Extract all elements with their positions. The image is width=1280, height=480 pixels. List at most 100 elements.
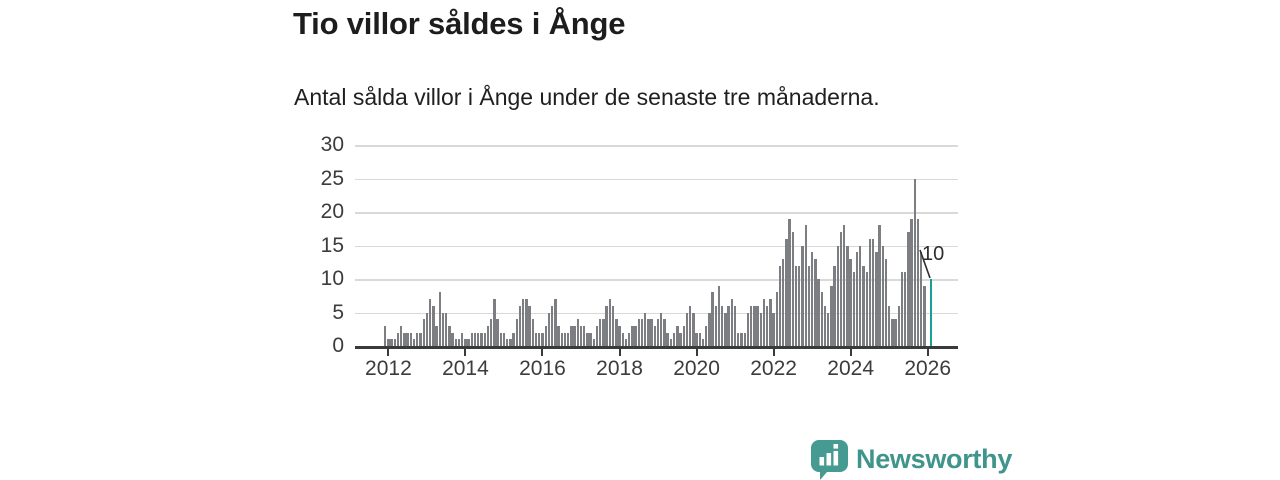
bar (509, 339, 512, 346)
x-axis-tick (849, 348, 852, 356)
bar (714, 305, 718, 346)
bar (788, 218, 791, 346)
bar (464, 339, 467, 346)
bar (785, 238, 788, 346)
bar (608, 299, 612, 346)
gridline (355, 279, 958, 281)
bar (493, 299, 496, 346)
bar (615, 319, 618, 346)
bar (679, 332, 682, 346)
bar (538, 332, 541, 346)
highlighted-bar (929, 279, 933, 346)
bar (531, 319, 535, 346)
bar (724, 312, 727, 346)
bar (814, 258, 817, 346)
gridline (355, 178, 958, 180)
bar (393, 339, 397, 346)
bar (852, 272, 856, 346)
bar (669, 339, 673, 346)
x-tick-label: 2022 (750, 357, 797, 380)
bar (836, 245, 839, 346)
bar (721, 305, 724, 346)
gridline (355, 212, 958, 214)
gridline (355, 245, 958, 247)
bar (904, 272, 907, 346)
bar (862, 265, 865, 346)
bar (631, 325, 634, 346)
bar (534, 332, 538, 346)
bar (916, 218, 920, 346)
bar (650, 319, 653, 346)
bar (823, 305, 827, 346)
bar (875, 252, 878, 346)
bar (496, 319, 499, 346)
bar (762, 299, 766, 346)
bar (499, 332, 502, 346)
bar (778, 265, 782, 346)
bar (387, 339, 390, 346)
bar (473, 332, 477, 346)
bar (913, 178, 917, 346)
bar (817, 279, 820, 346)
bar (419, 332, 422, 346)
bar (730, 299, 734, 346)
bar (486, 325, 490, 346)
bar (756, 305, 759, 346)
bar (592, 339, 596, 346)
bar (637, 319, 640, 346)
bar (759, 312, 762, 346)
bar (859, 245, 862, 346)
bar (461, 332, 464, 346)
bar (525, 299, 528, 346)
bar (695, 332, 698, 346)
bar (432, 305, 435, 346)
bar (705, 325, 708, 346)
bar (676, 325, 679, 346)
chart-subtitle: Antal sålda villor i Ånge under de senas… (294, 84, 880, 110)
bar (528, 305, 531, 346)
latest-value-label: 10 (922, 243, 945, 265)
bar (480, 332, 483, 346)
bar (711, 292, 714, 346)
bar (435, 325, 438, 346)
bar (441, 312, 445, 346)
bar (740, 332, 743, 346)
bar (782, 258, 785, 346)
bar (518, 305, 522, 346)
y-tick-label: 20 (320, 200, 344, 223)
x-axis-tick (926, 348, 929, 356)
bar (599, 319, 602, 346)
y-tick-label: 25 (320, 166, 344, 190)
gridline (355, 312, 958, 314)
bar (502, 332, 506, 346)
bar (701, 339, 705, 346)
bar (602, 319, 605, 346)
bar (907, 232, 910, 346)
y-tick-label: 30 (320, 133, 344, 156)
bar (717, 285, 721, 346)
bar (765, 305, 769, 346)
bar (772, 312, 775, 346)
bar (403, 332, 406, 346)
bar (547, 312, 551, 346)
bar (621, 332, 624, 346)
x-tick-label: 2018 (596, 357, 643, 380)
bar (560, 332, 563, 346)
x-axis-tick (387, 348, 390, 356)
bar (563, 332, 567, 346)
bar (727, 305, 730, 346)
bar (743, 332, 746, 346)
bar (541, 332, 544, 346)
y-tick-label: 0 (332, 334, 344, 357)
bar (887, 305, 891, 346)
bar (855, 252, 859, 346)
bar (586, 332, 589, 346)
bar (810, 252, 814, 346)
bar (920, 252, 923, 346)
bar (438, 292, 441, 346)
bar (505, 339, 509, 346)
bar (688, 305, 692, 346)
bar (570, 325, 573, 346)
bar (692, 312, 695, 346)
